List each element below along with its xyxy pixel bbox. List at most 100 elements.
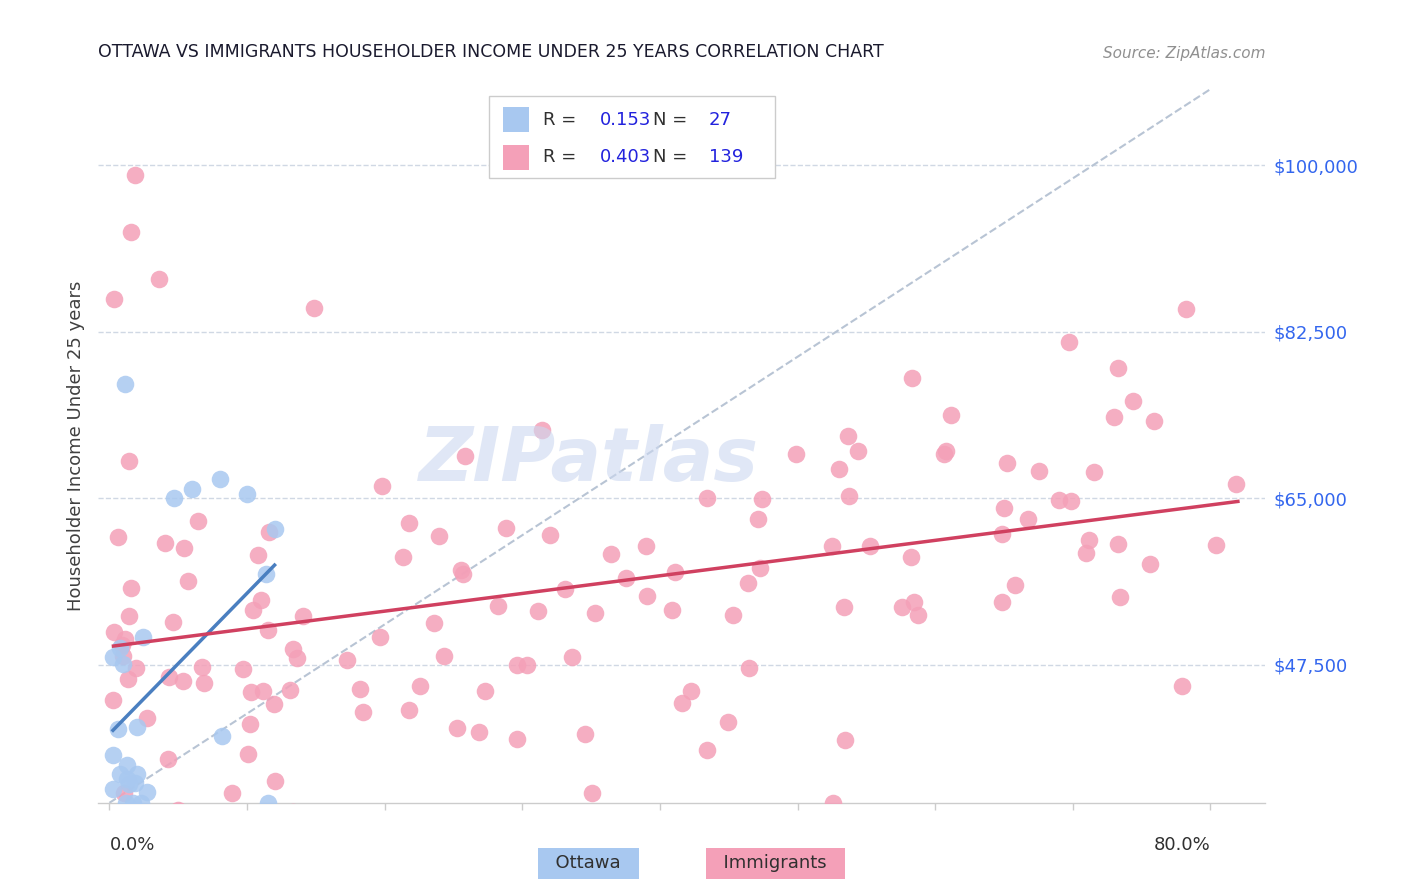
Point — [208, 472, 231, 486]
Point — [101, 649, 124, 664]
Point — [103, 781, 125, 796]
Point — [738, 661, 761, 675]
Point — [433, 648, 456, 663]
Text: N =: N = — [652, 148, 693, 166]
Point — [117, 772, 139, 786]
Point — [1121, 394, 1143, 409]
Point — [446, 721, 468, 735]
Point — [636, 589, 658, 603]
Point — [259, 524, 281, 539]
Point — [526, 604, 548, 618]
Point — [135, 711, 157, 725]
Point — [935, 443, 957, 458]
Point — [1107, 361, 1129, 376]
Point — [832, 600, 855, 615]
Point — [256, 624, 278, 638]
Point — [561, 650, 583, 665]
Point — [1139, 557, 1161, 571]
Point — [107, 722, 129, 736]
Point — [903, 595, 925, 609]
Point — [450, 563, 472, 577]
Point — [336, 653, 359, 667]
Point — [111, 649, 134, 664]
Point — [468, 725, 491, 739]
Point — [103, 292, 125, 306]
Point — [721, 607, 744, 622]
Point — [614, 571, 637, 585]
Point — [554, 582, 576, 597]
Point — [737, 575, 759, 590]
Point — [392, 550, 415, 565]
Point — [177, 574, 200, 588]
Point — [991, 595, 1014, 609]
Point — [111, 639, 134, 653]
Point — [993, 501, 1015, 516]
Point — [120, 225, 142, 239]
Text: 80.0%: 80.0% — [1153, 836, 1211, 855]
Point — [664, 566, 686, 580]
Point — [114, 377, 136, 392]
Point — [371, 479, 394, 493]
Point — [398, 703, 420, 717]
Point — [181, 811, 204, 825]
Point — [110, 640, 132, 655]
Point — [486, 599, 509, 614]
Point — [823, 796, 845, 810]
Point — [934, 447, 956, 461]
Point — [103, 624, 125, 639]
Point — [636, 539, 658, 553]
Point — [211, 729, 233, 743]
Point — [696, 491, 718, 505]
Point — [187, 514, 209, 528]
Point — [125, 767, 148, 781]
Text: 0.0%: 0.0% — [110, 836, 155, 855]
Point — [181, 482, 204, 496]
Point — [125, 661, 148, 675]
Point — [423, 616, 446, 631]
Point — [117, 777, 139, 791]
Point — [112, 786, 135, 800]
Point — [1107, 537, 1129, 551]
Point — [821, 539, 844, 553]
Point — [127, 720, 149, 734]
Point — [900, 549, 922, 564]
Point — [283, 805, 305, 820]
Point — [107, 530, 129, 544]
Text: 27: 27 — [709, 111, 731, 128]
Point — [1205, 538, 1227, 552]
Point — [114, 632, 136, 647]
Point — [173, 541, 195, 556]
Point — [191, 659, 214, 673]
Point — [236, 486, 259, 500]
Point — [136, 785, 159, 799]
Text: Source: ZipAtlas.com: Source: ZipAtlas.com — [1102, 45, 1265, 61]
Text: N =: N = — [652, 111, 693, 128]
FancyBboxPatch shape — [503, 107, 529, 132]
Point — [157, 670, 180, 684]
Point — [1074, 546, 1097, 560]
Point — [749, 561, 772, 575]
Point — [516, 658, 538, 673]
Text: Immigrants: Immigrants — [713, 855, 838, 872]
Point — [907, 607, 929, 622]
Point — [285, 651, 308, 665]
Text: 139: 139 — [709, 148, 744, 166]
Point — [254, 566, 277, 581]
Point — [263, 697, 285, 711]
Point — [349, 681, 371, 696]
Point — [291, 608, 314, 623]
Point — [103, 748, 125, 763]
Point — [474, 683, 496, 698]
Point — [398, 516, 420, 530]
Point — [247, 548, 270, 562]
Point — [717, 714, 740, 729]
Point — [891, 600, 914, 615]
Point — [574, 727, 596, 741]
Point — [278, 682, 301, 697]
Point — [838, 489, 860, 503]
Point — [155, 535, 177, 549]
Point — [661, 603, 683, 617]
Point — [681, 683, 703, 698]
Point — [112, 657, 135, 672]
Text: ZIPatlas: ZIPatlas — [419, 424, 759, 497]
